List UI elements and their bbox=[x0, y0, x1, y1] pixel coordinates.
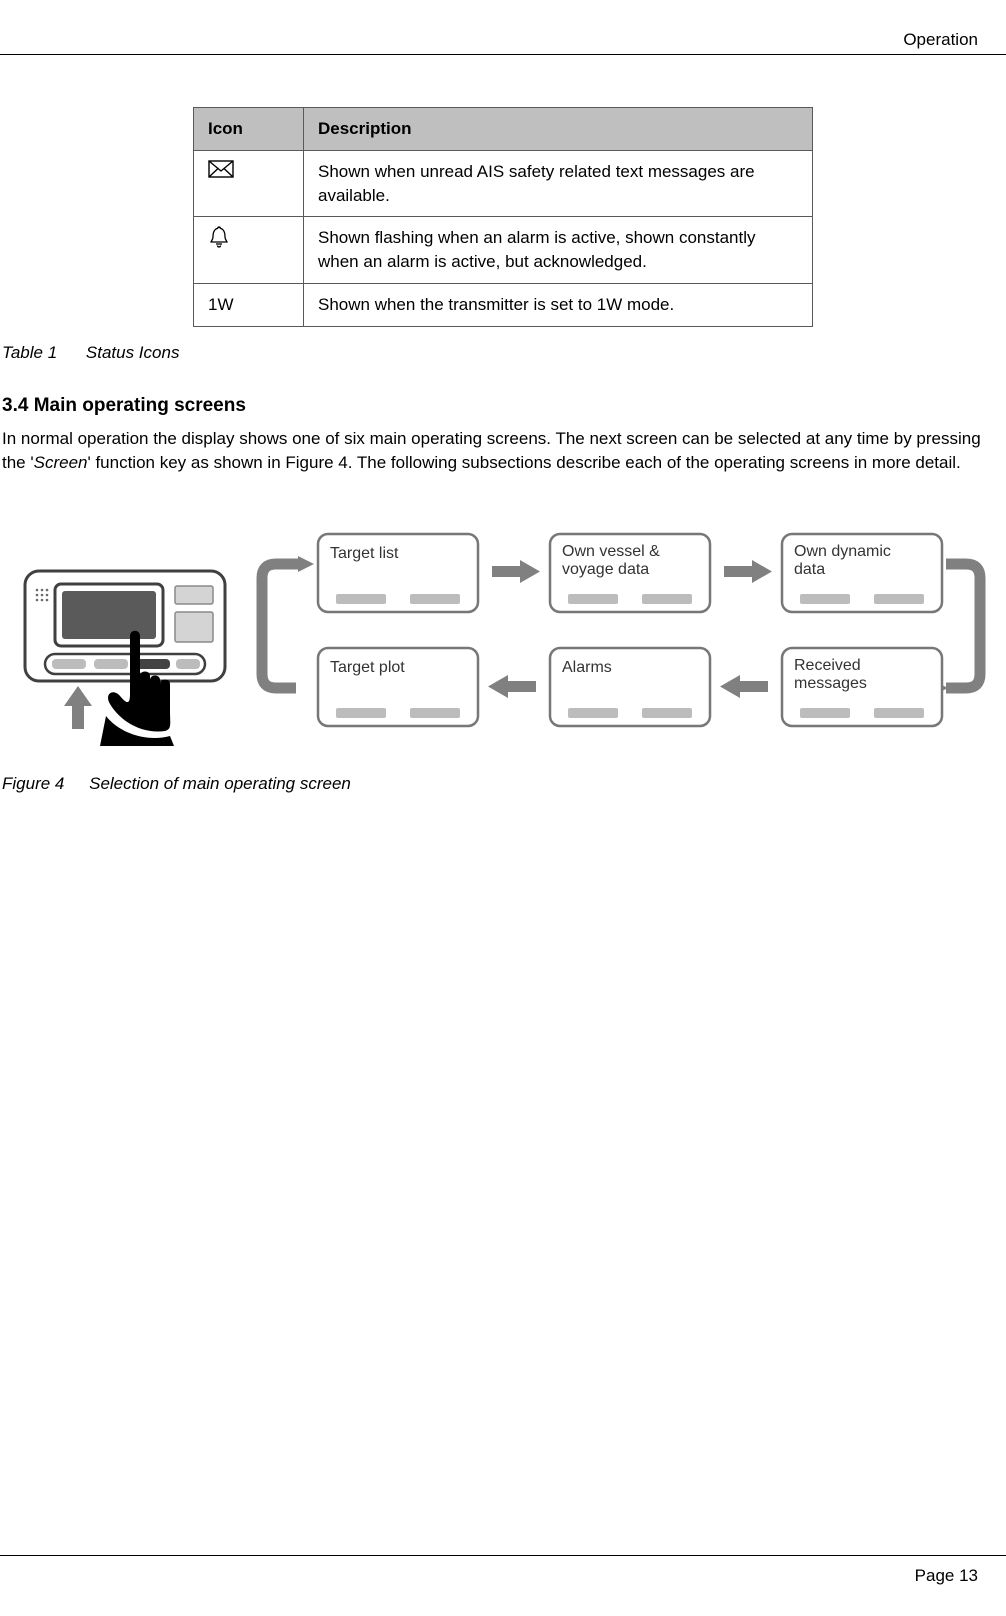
page-content: Icon Description Shown when unread AIS s… bbox=[0, 107, 1006, 794]
arrow-up-icon bbox=[64, 686, 92, 729]
svg-text:data: data bbox=[794, 561, 825, 578]
table-cell-description: Shown when the transmitter is set to 1W … bbox=[304, 283, 813, 326]
envelope-icon bbox=[208, 160, 234, 178]
svg-text:Received: Received bbox=[794, 657, 861, 674]
table-row: 1W Shown when the transmitter is set to … bbox=[194, 283, 813, 326]
table-row: Shown when unread AIS safety related tex… bbox=[194, 150, 813, 217]
table-caption-label: Table 1 bbox=[2, 343, 57, 362]
section-heading: 3.4 Main operating screens bbox=[2, 395, 1006, 417]
figure-caption-text: Selection of main operating screen bbox=[89, 774, 351, 793]
section-paragraph: In normal operation the display shows on… bbox=[2, 427, 1004, 475]
svg-text:Own vessel &: Own vessel & bbox=[562, 543, 660, 560]
screen-box-target-plot: Target plot bbox=[318, 648, 478, 726]
device-illustration bbox=[25, 571, 225, 746]
table-caption: Table 1 Status Icons bbox=[2, 343, 1006, 363]
arrow-right-icon bbox=[724, 560, 772, 583]
figure-4: Target list Own vessel & voyage data bbox=[10, 516, 1006, 746]
table-cell-description: Shown flashing when an alarm is active, … bbox=[304, 217, 813, 284]
bell-icon-cell bbox=[194, 217, 304, 284]
table-caption-text: Status Icons bbox=[86, 343, 180, 362]
screen-box-own-dynamic: Own dynamic data bbox=[782, 534, 942, 612]
screen-box-alarms: Alarms bbox=[550, 648, 710, 726]
svg-text:messages: messages bbox=[794, 675, 867, 692]
page-number: Page 13 bbox=[915, 1566, 978, 1585]
para-post: ' function key as shown in Figure 4. The… bbox=[87, 453, 960, 472]
table-cell-description: Shown when unread AIS safety related tex… bbox=[304, 150, 813, 217]
svg-text:Alarms: Alarms bbox=[562, 659, 612, 676]
bell-icon bbox=[208, 226, 230, 248]
figure-caption-label: Figure 4 bbox=[2, 774, 64, 793]
page-footer: Page 13 bbox=[0, 1555, 1006, 1586]
screen-box-target-list: Target list bbox=[318, 534, 478, 612]
table-header-description: Description bbox=[304, 108, 813, 151]
figure-caption: Figure 4 Selection of main operating scr… bbox=[2, 774, 1006, 794]
page-header: Operation bbox=[0, 30, 1006, 55]
svg-text:Target plot: Target plot bbox=[330, 659, 405, 676]
svg-text:voyage data: voyage data bbox=[562, 561, 649, 578]
screen-box-own-vessel: Own vessel & voyage data bbox=[550, 534, 710, 612]
table-row: Shown flashing when an alarm is active, … bbox=[194, 217, 813, 284]
arrow-left-icon bbox=[720, 675, 768, 698]
arrow-left-icon bbox=[488, 675, 536, 698]
envelope-icon-cell bbox=[194, 150, 304, 217]
table-header-icon: Icon bbox=[194, 108, 304, 151]
screen-label: Target list bbox=[330, 545, 399, 562]
svg-text:Own dynamic: Own dynamic bbox=[794, 543, 891, 560]
1w-text-cell: 1W bbox=[194, 283, 304, 326]
screen-box-received-messages: Received messages bbox=[782, 648, 942, 726]
arrow-right-icon bbox=[492, 560, 540, 583]
para-italic: Screen bbox=[34, 453, 88, 472]
figure-diagram: Target list Own vessel & voyage data bbox=[10, 516, 990, 746]
header-section-label: Operation bbox=[903, 30, 978, 49]
status-icons-table: Icon Description Shown when unread AIS s… bbox=[193, 107, 813, 327]
